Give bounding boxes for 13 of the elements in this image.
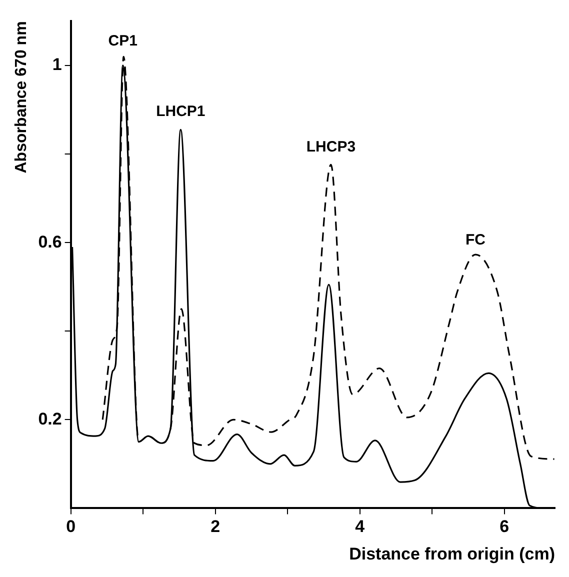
annotation: LHCP1 [156, 103, 206, 120]
y-tick-label: 1 [52, 55, 62, 74]
y-tick-label: 0.2 [38, 409, 62, 428]
y-axis-title: Absorbance 670 nm [13, 21, 30, 174]
x-tick-label: 0 [66, 517, 76, 536]
x-tick-label: 6 [500, 517, 510, 536]
x-axis-title: Distance from origin (cm) [349, 544, 555, 564]
x-tick-label: 2 [210, 517, 220, 536]
annotation: FC [466, 231, 486, 248]
annotation: LHCP3 [306, 138, 356, 156]
y-tick-label: 0.6 [38, 232, 62, 252]
x-tick-label: 4 [355, 517, 366, 536]
annotation: CP1 [108, 32, 138, 50]
